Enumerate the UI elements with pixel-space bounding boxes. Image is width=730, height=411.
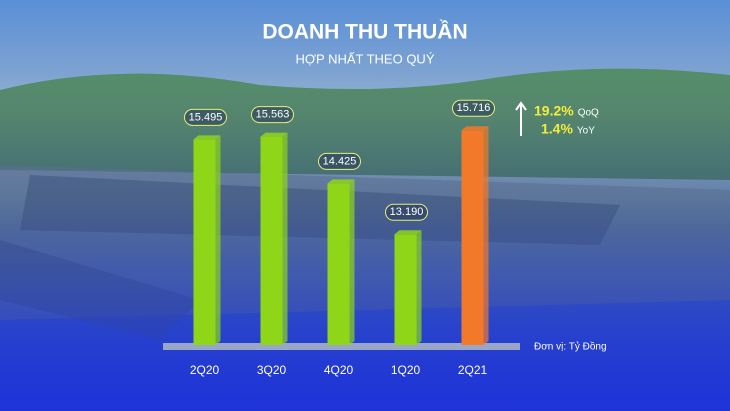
growth-value: 1.4% — [541, 121, 573, 137]
baseline — [163, 343, 520, 350]
bar-top — [461, 126, 489, 131]
bar — [193, 139, 216, 345]
value-label: 15.716 — [457, 102, 491, 114]
growth-basis: QoQ — [578, 108, 599, 119]
bar-side — [282, 132, 288, 345]
value-label-box — [184, 108, 227, 126]
x-tick-label: 2Q21 — [458, 363, 488, 377]
value-label-box — [452, 99, 495, 117]
bar-top — [193, 135, 221, 140]
growth-arrow — [515, 101, 527, 136]
bar-top — [394, 230, 422, 235]
bar-top — [260, 132, 288, 137]
value-label: 14.425 — [323, 155, 357, 167]
x-tick-label: 2Q20 — [190, 363, 220, 377]
bar — [394, 234, 417, 345]
value-label-box — [385, 203, 428, 221]
chart-subtitle: HỢP NHẤT THEO QUÝ — [295, 51, 434, 66]
growth-value: 19.2% — [534, 103, 574, 119]
bar-side — [349, 179, 355, 345]
value-label: 15.563 — [256, 108, 290, 120]
overlay — [0, 200, 730, 411]
value-label: 15.495 — [189, 111, 223, 123]
x-tick-label: 1Q20 — [391, 363, 421, 377]
x-tick-label: 4Q20 — [324, 363, 354, 377]
bar-side — [416, 230, 422, 345]
bar — [461, 130, 484, 345]
x-tick-label: 3Q20 — [257, 363, 287, 377]
bar-side — [215, 135, 221, 345]
chart-title: DOANH THU THUẦN — [262, 21, 467, 44]
bar — [327, 183, 350, 345]
growth-basis: YoY — [577, 126, 595, 137]
value-label-box — [251, 106, 294, 124]
value-label: 13.190 — [390, 206, 424, 218]
value-label-box — [318, 152, 361, 170]
hills — [0, 68, 730, 180]
unit-label: Đơn vị: Tỷ Đồng — [534, 341, 607, 353]
bar-top — [327, 179, 355, 184]
bar-side — [483, 126, 489, 346]
bar — [260, 136, 283, 345]
